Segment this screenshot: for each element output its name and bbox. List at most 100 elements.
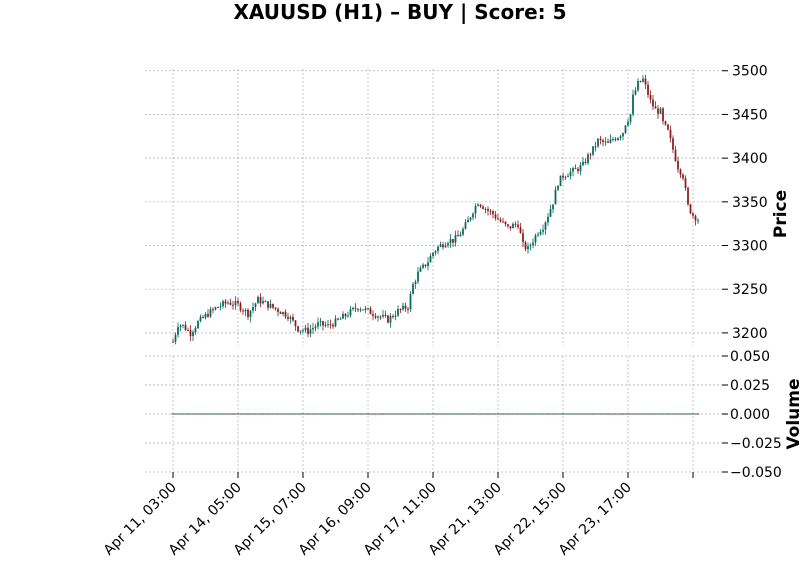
candle-body: [217, 307, 219, 309]
candle-body: [667, 124, 669, 130]
candle-body: [612, 139, 614, 141]
volume-tick-label: −0.050: [730, 465, 782, 481]
candle-body: [639, 80, 642, 82]
candle-body: [487, 208, 489, 211]
candle-body: [307, 327, 309, 334]
candle-body: [344, 313, 347, 317]
candle-body: [592, 146, 594, 155]
candle-body: [222, 301, 224, 307]
candle-body: [209, 309, 212, 317]
candle-body: [294, 320, 297, 327]
candle-body: [194, 328, 197, 333]
candle-body: [174, 334, 177, 342]
candle-body: [572, 168, 574, 172]
candle-body: [287, 316, 289, 319]
candle-body: [229, 302, 232, 305]
candle-body: [484, 208, 487, 210]
candle-body: [299, 330, 302, 332]
candle-body: [477, 204, 479, 206]
candle-body: [652, 99, 654, 107]
candle-body: [602, 140, 604, 142]
candle-body: [454, 235, 457, 243]
candle-body: [329, 324, 332, 326]
candle-body: [469, 217, 472, 220]
candle-body: [622, 133, 624, 137]
candle-body: [467, 219, 469, 223]
candle-body: [237, 301, 239, 304]
candle-body: [332, 324, 334, 327]
candle-body: [577, 168, 579, 172]
candle-body: [464, 222, 467, 229]
candle-body: [619, 136, 622, 139]
candle-body: [509, 226, 512, 229]
volume-tick-label: −0.025: [730, 436, 782, 452]
candle-body: [232, 304, 234, 306]
volume-axis-label: Volume: [784, 378, 800, 449]
candle-body: [447, 243, 449, 246]
candle-body: [334, 318, 337, 327]
candle-body: [427, 262, 429, 267]
candle-body: [347, 315, 349, 317]
candle-body: [689, 204, 692, 214]
candle-body: [424, 264, 427, 267]
candle-body: [649, 94, 652, 100]
candle-body: [319, 321, 322, 323]
candle-body: [399, 309, 402, 311]
candle-body: [682, 174, 684, 179]
candle-body: [559, 175, 562, 186]
candle-body: [507, 224, 509, 227]
candle-body: [569, 171, 572, 176]
candle-body: [594, 146, 597, 148]
candle-body: [547, 216, 549, 223]
price-tick-label: 3500: [732, 64, 768, 80]
candle-body: [259, 296, 262, 304]
candle-body: [657, 108, 659, 114]
candle-body: [634, 90, 637, 95]
candle-body: [492, 211, 494, 215]
candle-body: [244, 309, 247, 312]
candle-body: [452, 239, 454, 243]
candle-body: [419, 267, 422, 272]
candle-body: [532, 242, 534, 246]
candle-body: [267, 301, 269, 308]
volume-tick-label: 0.000: [730, 407, 770, 423]
candle-body: [312, 327, 314, 330]
candle-body: [387, 315, 389, 323]
candle-body: [227, 302, 229, 304]
candle-body: [269, 303, 272, 308]
candle-body: [462, 228, 464, 235]
price-tick-label: 3250: [732, 282, 768, 298]
volume-tick-label: 0.050: [730, 349, 770, 365]
candle-body: [659, 108, 662, 114]
candle-body: [212, 309, 214, 311]
volume-tick-label: 0.025: [730, 378, 770, 394]
candle-body: [367, 308, 369, 310]
candle-body: [197, 321, 199, 329]
candle-body: [609, 139, 612, 143]
candle-body: [434, 251, 437, 253]
candle-body: [692, 213, 694, 216]
candle-body: [472, 213, 474, 218]
candle-body: [429, 256, 432, 263]
candle-body: [479, 204, 482, 207]
candle-body: [379, 316, 382, 318]
candle-body: [584, 161, 587, 164]
candle-body: [247, 309, 249, 318]
candle-body: [189, 330, 192, 337]
candle-body: [562, 175, 564, 178]
candle-body: [192, 332, 194, 337]
candle-body: [272, 303, 274, 308]
candle-body: [182, 324, 184, 326]
candle-body: [349, 309, 352, 316]
candle-body: [339, 318, 342, 320]
candle-body: [499, 219, 502, 222]
candle-body: [519, 227, 522, 234]
candle-body: [392, 316, 394, 318]
candle-body: [417, 271, 419, 282]
candle-body: [384, 314, 387, 316]
candle-body: [662, 108, 664, 122]
candle-body: [254, 303, 257, 307]
candle-body: [579, 165, 582, 172]
candle-body: [647, 84, 649, 95]
candle-body: [642, 78, 644, 82]
